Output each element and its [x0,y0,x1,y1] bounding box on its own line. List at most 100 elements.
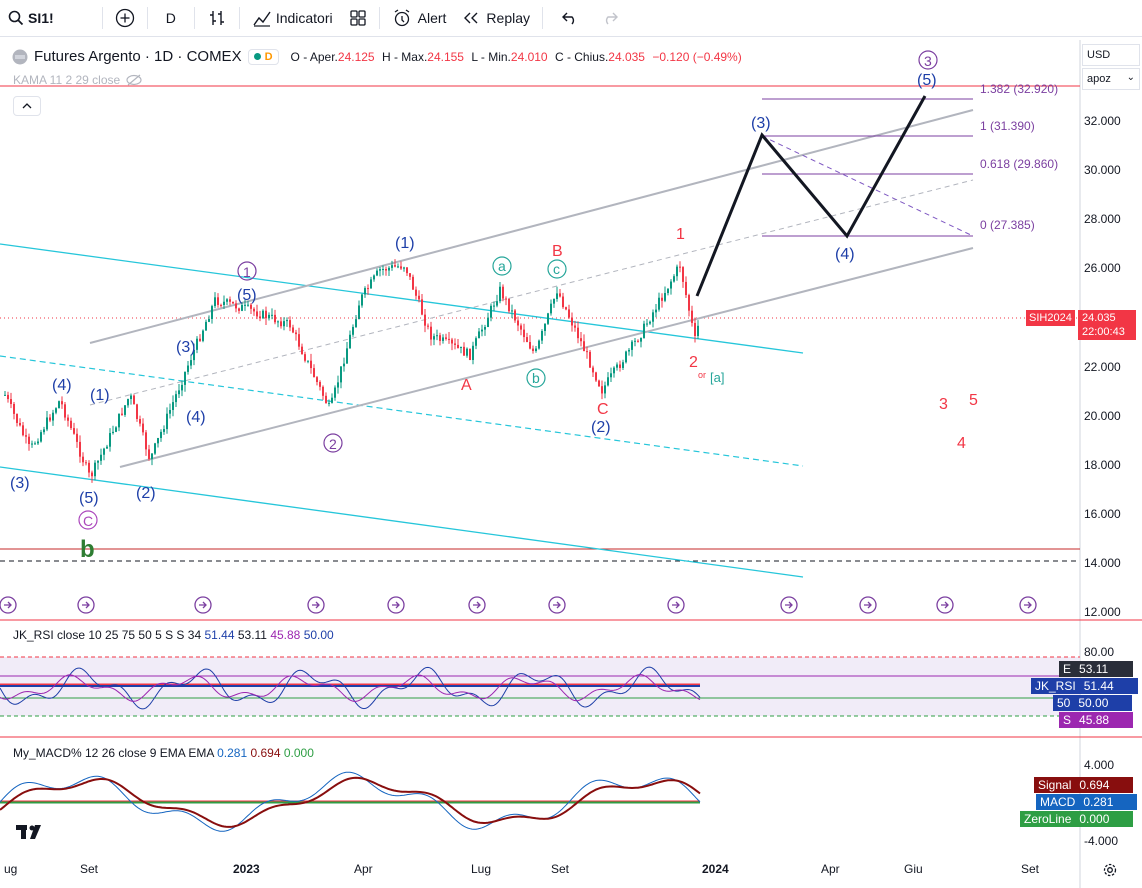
candle-body [640,337,642,342]
redo-icon [605,12,619,25]
candle-body [682,267,684,282]
wave-label: 3 [939,396,948,413]
candle-body [73,428,75,434]
interval-button[interactable]: D [152,0,190,37]
candle-body [646,323,648,325]
macd-tag: ZeroLine 0.000 [1020,811,1134,827]
candle-body [466,348,468,356]
wave-projection-path [695,95,927,297]
candle-body [361,294,363,306]
alert-button[interactable]: Alert [384,0,455,37]
candle-body [673,276,675,282]
candle-body [52,412,54,421]
redo-button[interactable] [593,0,627,37]
macd-tag: Signal 0.694 [1034,777,1134,793]
candle-body [412,276,414,290]
candle-body [616,364,618,368]
signal-line [0,776,701,828]
settings-gear-icon[interactable] [1102,862,1118,878]
market-status-badge[interactable]: D [247,48,279,65]
candle-body [463,346,465,356]
rsi-title: JK_RSI close 10 25 75 50 5 S S 34 [13,628,202,642]
compare-button[interactable] [107,0,143,37]
macd-axis-label: 4.000 [1084,758,1115,772]
candle-body [109,433,111,447]
candle-body [526,337,528,343]
candle-body [484,326,486,330]
candle-body [25,435,27,437]
tradingview-logo[interactable] [16,823,46,841]
candle-body [697,325,699,336]
collapse-legend-button[interactable] [13,96,41,116]
candle-body [445,337,447,339]
macd-value: 0.000 [283,746,314,760]
plus-circle-icon [115,8,134,28]
layouts-button[interactable] [341,0,375,37]
fib-label: 0.618 (29.860) [980,157,1058,171]
indicators-icon [253,11,271,27]
candle-body [580,338,582,342]
status-letter: D [264,50,273,63]
wave-label: (1) [90,387,110,404]
wave-label: (4) [52,377,72,394]
candle-body [622,362,624,368]
candle-body [367,288,369,290]
candle-body [187,365,189,372]
indicators-button[interactable]: Indicatori [244,0,341,37]
candle-body [568,309,570,318]
currency-select[interactable]: USD [1082,44,1140,66]
event-arrow-icon [553,601,561,609]
eye-off-icon[interactable] [126,74,142,86]
currency-label: USD [1087,49,1111,61]
divider [238,7,240,29]
candle-body [139,418,141,424]
candle-body [340,366,342,383]
wave-label: C [597,401,609,418]
candle-body [511,310,513,312]
candle-body [193,349,195,361]
candle-body [259,316,261,319]
candle-body [493,305,495,307]
candle-body [442,337,444,341]
candle-body [124,405,126,415]
candle-body [268,314,270,319]
replay-button[interactable]: Replay [454,0,538,37]
time-axis-label: Set [1021,862,1040,876]
undo-button[interactable] [547,0,593,37]
macd-legend[interactable]: My_MACD% 12 26 close 9 EMA EMA 0.281 0.6… [13,746,314,760]
symbol-search-button[interactable]: SI1! [0,0,62,37]
time-axis-label: Lug [471,862,492,876]
kama-indicator-label[interactable]: KAMA 11 2 29 close [13,73,142,87]
grid-icon [349,10,366,26]
candle-body [343,363,345,367]
candle-body [190,360,192,366]
tag-value: 0.000 [1075,811,1134,827]
candle-body [145,432,147,450]
candle-body [571,317,573,326]
undo-icon [562,12,575,25]
price-scale-controls: USD apoz ⌄ [1082,44,1140,90]
rsi-smooth-line [0,673,701,702]
candle-body [688,295,690,311]
wave-label: (3) [176,339,196,356]
time-axis-label: Set [551,862,570,876]
candle-body [136,404,138,419]
candle-body [58,401,60,409]
candle-body [142,423,144,433]
macd-value: 0.281 [217,746,248,760]
candle-body [667,288,669,294]
wave-label: (1) [395,235,415,252]
candle-body [331,397,333,403]
candle-body [436,335,438,337]
candle-body [301,346,303,355]
rsi-value: 45.88 [270,628,301,642]
wave-label: (5) [79,490,99,507]
rsi-legend[interactable]: JK_RSI close 10 25 75 50 5 S S 34 51.44 … [13,628,334,642]
time-axis[interactable]: ug Set 2023 Apr Lug Set 2024 Apr Giu Set [0,858,1080,882]
wave-label: or [698,370,706,380]
scale-select[interactable]: apoz ⌄ [1082,68,1140,90]
chart-canvas[interactable]: 1.382 (32.920) 1 (31.390) 0.618 (29.860)… [0,40,1142,888]
candle-body [55,408,57,413]
chart-type-button[interactable] [199,0,235,37]
event-arrow-icon [312,601,320,609]
